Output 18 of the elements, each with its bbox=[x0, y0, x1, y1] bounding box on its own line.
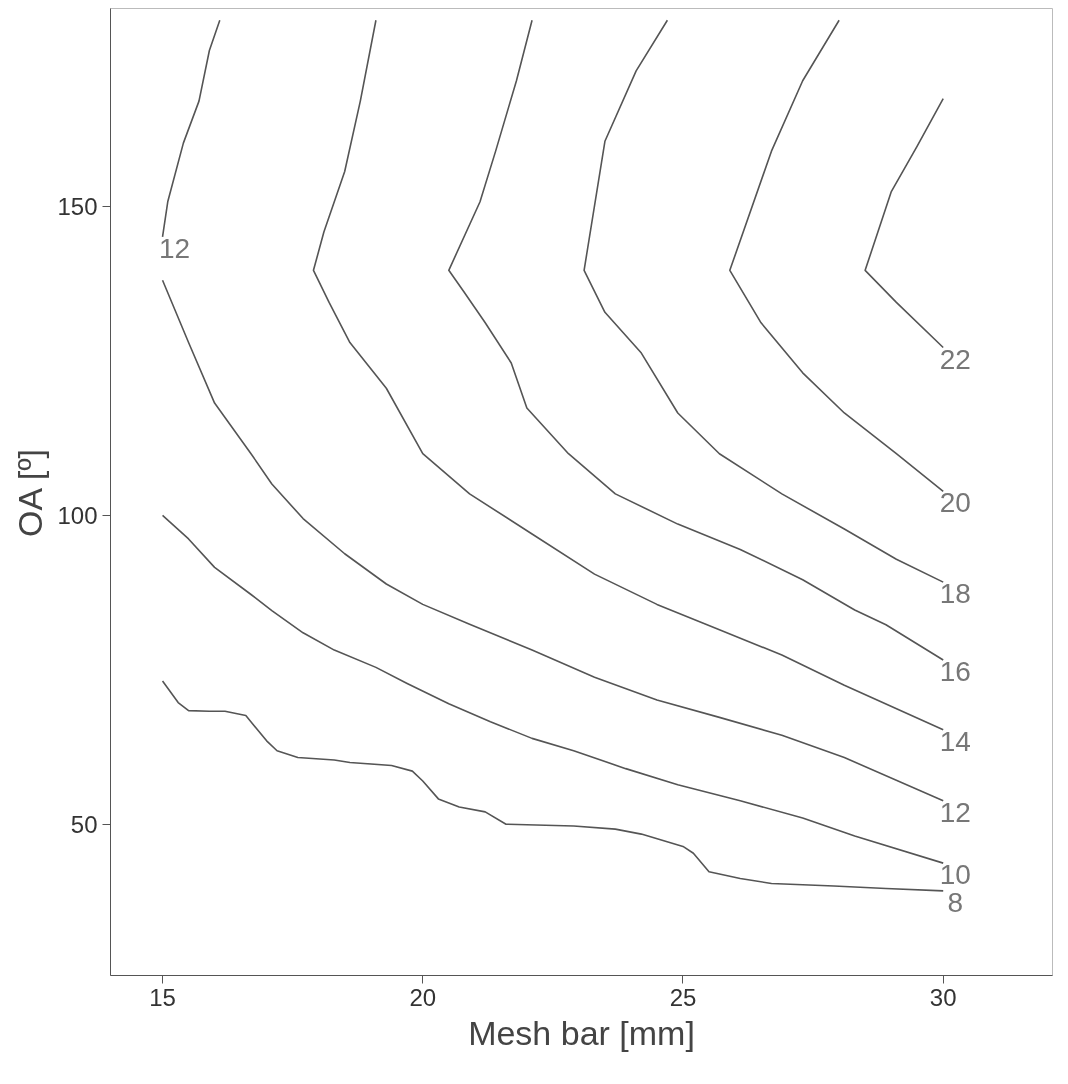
series-label: 18 bbox=[939, 578, 971, 610]
series-label: 22 bbox=[939, 343, 971, 375]
series-label: 12 bbox=[939, 796, 971, 828]
series-label: 14 bbox=[939, 725, 971, 757]
y-axis-title: OA [º] bbox=[11, 448, 50, 537]
x-tick-label: 20 bbox=[409, 983, 437, 1011]
y-tick-label: 50 bbox=[70, 810, 98, 838]
y-tick-label: 100 bbox=[57, 501, 98, 529]
series-label: 20 bbox=[939, 487, 971, 519]
x-tick-label: 30 bbox=[929, 983, 957, 1011]
x-tick-label: 25 bbox=[669, 983, 697, 1011]
x-axis-title: Mesh bar [mm] bbox=[468, 1013, 695, 1052]
series-label: 16 bbox=[939, 655, 971, 687]
line-series bbox=[161, 19, 221, 238]
series-label: 12 bbox=[158, 232, 191, 264]
x-tick-label: 15 bbox=[149, 983, 176, 1011]
y-tick-label: 150 bbox=[57, 193, 98, 221]
line-series bbox=[864, 97, 945, 349]
